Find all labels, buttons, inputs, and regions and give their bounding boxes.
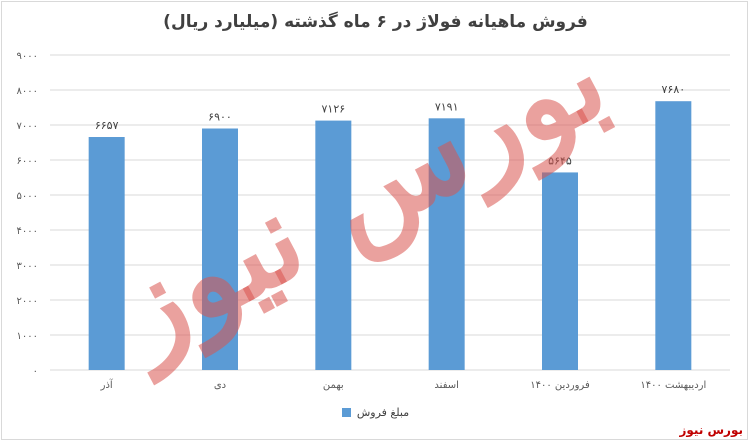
bar — [428, 118, 465, 370]
y-tick-label: ۸۰۰۰ — [17, 86, 38, 97]
data-label: ۵۶۴۵ — [548, 154, 572, 167]
legend: مبلغ فروش — [0, 406, 751, 419]
bar — [88, 137, 125, 370]
data-label: ۷۶۸۰ — [662, 83, 686, 96]
data-label: ۷۱۹۱ — [435, 100, 459, 113]
bar — [315, 120, 352, 370]
x-tick-label: اردیبهشت ۱۴۰۰ — [640, 380, 706, 391]
x-tick-label: دی — [214, 380, 226, 391]
y-tick-label: ۱۰۰۰ — [17, 331, 38, 342]
x-tick-label: آذر — [100, 378, 114, 391]
bar — [202, 128, 238, 370]
legend-label: مبلغ فروش — [356, 406, 410, 419]
chart-title: فروش ماهیانه فولاژ در ۶ ماه گذشته (میلیا… — [163, 12, 588, 32]
y-tick-label: ۷۰۰۰ — [17, 121, 38, 132]
y-tick-label: ۲۰۰۰ — [17, 296, 38, 307]
y-tick-label: ۰ — [33, 366, 38, 377]
source-label: بورس نیوز — [679, 423, 743, 437]
x-tick-label: فروردین ۱۴۰۰ — [530, 380, 590, 391]
y-tick-label: ۵۰۰۰ — [17, 191, 38, 202]
y-tick-label: ۴۰۰۰ — [17, 226, 38, 237]
data-label: ۷۱۲۶ — [322, 103, 346, 116]
bar — [542, 172, 578, 370]
data-label: ۶۶۵۷ — [95, 119, 119, 132]
y-tick-label: ۶۰۰۰ — [17, 156, 38, 167]
y-tick-label: ۹۰۰۰ — [17, 51, 38, 62]
y-tick-label: ۳۰۰۰ — [17, 261, 38, 272]
x-tick-label: بهمن — [323, 380, 344, 391]
bar — [655, 101, 692, 370]
legend-swatch — [341, 408, 351, 417]
x-tick-label: اسفند — [434, 380, 458, 391]
data-label: ۶۹۰۰ — [208, 111, 232, 124]
